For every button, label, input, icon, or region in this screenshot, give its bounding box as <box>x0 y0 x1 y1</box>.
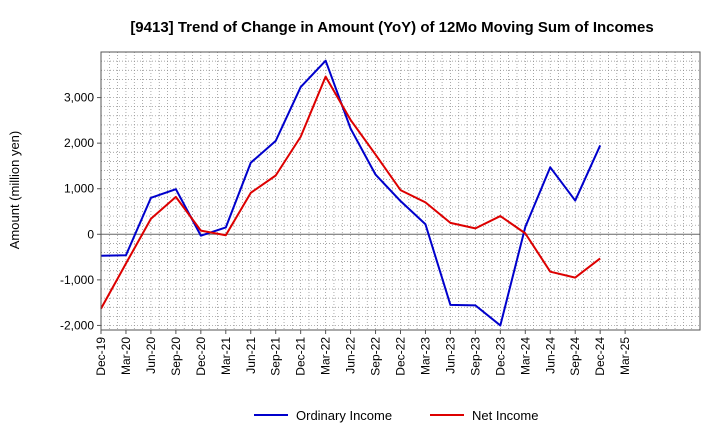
x-tick-label: Dec-22 <box>394 337 408 376</box>
x-tick-label: Dec-21 <box>294 337 308 376</box>
legend-label: Ordinary Income <box>296 408 392 423</box>
x-tick-label: Mar-24 <box>518 337 532 375</box>
x-tick-label: Dec-23 <box>493 337 507 376</box>
y-tick-label: 0 <box>87 227 94 241</box>
y-tick-label: -1,000 <box>60 273 94 287</box>
x-tick-label: Jun-24 <box>543 337 557 374</box>
x-tick-label: Sep-24 <box>568 337 582 376</box>
chart-title: [9413] Trend of Change in Amount (YoY) o… <box>130 19 653 36</box>
x-tick-label: Sep-20 <box>169 337 183 376</box>
x-tick-label: Mar-21 <box>219 337 233 375</box>
x-tick-label: Dec-24 <box>593 337 607 376</box>
series-line-net-income <box>100 75 601 310</box>
x-tick-label: Jun-23 <box>443 337 457 374</box>
x-tick-label: Sep-22 <box>369 337 383 376</box>
series-lines <box>100 59 602 327</box>
x-tick-label: Jun-22 <box>344 337 358 374</box>
x-tick-label: Mar-25 <box>618 337 632 375</box>
x-tick-label: Mar-22 <box>319 337 333 375</box>
y-axis: -2,000 -1,000 0 1,000 2,000 3,000 <box>60 91 101 332</box>
y-tick-label: 2,000 <box>64 136 94 150</box>
x-tick-label: Dec-20 <box>194 337 208 376</box>
legend-label: Net Income <box>472 408 538 423</box>
legend: Ordinary Income Net Income <box>254 408 538 423</box>
series-line-ordinary-income <box>100 59 602 327</box>
x-tick-label: Mar-23 <box>418 337 432 375</box>
y-tick-label: -2,000 <box>60 318 94 332</box>
x-tick-label: Mar-20 <box>119 337 133 375</box>
x-tick-label: Sep-23 <box>468 337 482 376</box>
x-tick-label: Jun-21 <box>244 337 258 374</box>
x-tick-label: Sep-21 <box>269 337 283 376</box>
y-tick-label: 1,000 <box>64 182 94 196</box>
y-tick-label: 3,000 <box>64 91 94 105</box>
x-axis: Dec-19 Mar-20 Jun-20 Sep-20 Dec-20 Mar-21 Jun-… <box>94 330 632 376</box>
x-tick-label: Jun-20 <box>144 337 158 374</box>
y-axis-label: Amount (million yen) <box>7 131 22 250</box>
x-tick-label: Dec-19 <box>94 337 108 376</box>
plot-frame <box>100 51 701 331</box>
